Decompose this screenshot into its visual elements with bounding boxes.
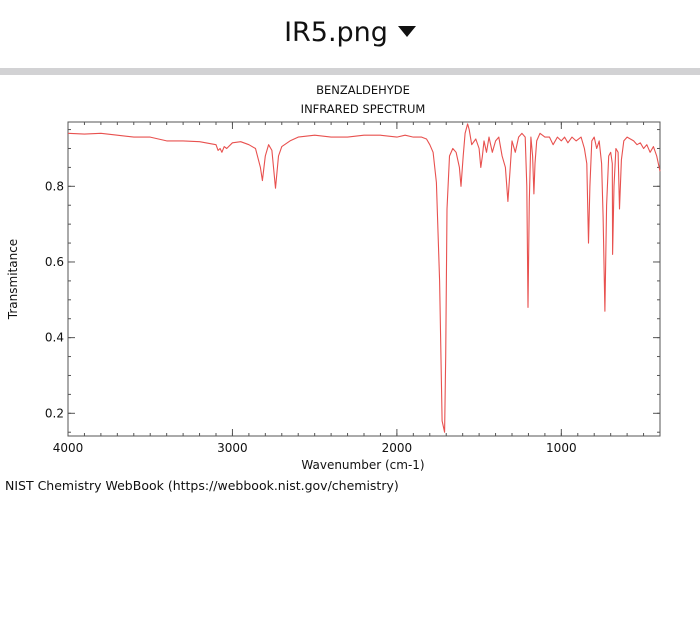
y-axis-label: Transmitance	[6, 239, 20, 320]
chart-title: BENZALDEHYDE	[316, 83, 410, 97]
plot-frame	[67, 121, 661, 437]
series-layer	[67, 123, 661, 433]
x-tick-label: 1000	[546, 441, 577, 455]
axes	[67, 121, 661, 437]
title-bar: IR5.png	[0, 0, 700, 68]
spectrum-chart: BENZALDEHYDE INFRARED SPECTRUM 4000 3000 2…	[0, 75, 700, 515]
chart-svg: BENZALDEHYDE INFRARED SPECTRUM 4000 3000 2…	[6, 83, 661, 472]
spectrum-line	[67, 123, 661, 433]
y-tick-label: 0.8	[45, 179, 64, 193]
chart-subtitle: INFRARED SPECTRUM	[301, 102, 426, 116]
x-tick-label: 2000	[382, 441, 413, 455]
ticks: 4000 3000 2000 1000 0.2 0.4 0.6 0.8	[45, 122, 661, 455]
x-tick-label: 3000	[217, 441, 248, 455]
x-tick-label: 4000	[53, 441, 84, 455]
file-name: IR5.png	[284, 16, 388, 48]
source-credit: NIST Chemistry WebBook (https://webbook.…	[5, 478, 399, 493]
file-name-dropdown[interactable]: IR5.png	[284, 17, 416, 48]
x-axis-label: Wavenumber (cm-1)	[301, 458, 424, 472]
y-tick-label: 0.2	[45, 406, 64, 420]
caret-down-icon[interactable]	[397, 26, 416, 38]
header-divider	[0, 68, 700, 75]
y-tick-label: 0.4	[45, 331, 64, 345]
y-tick-label: 0.6	[45, 255, 64, 269]
